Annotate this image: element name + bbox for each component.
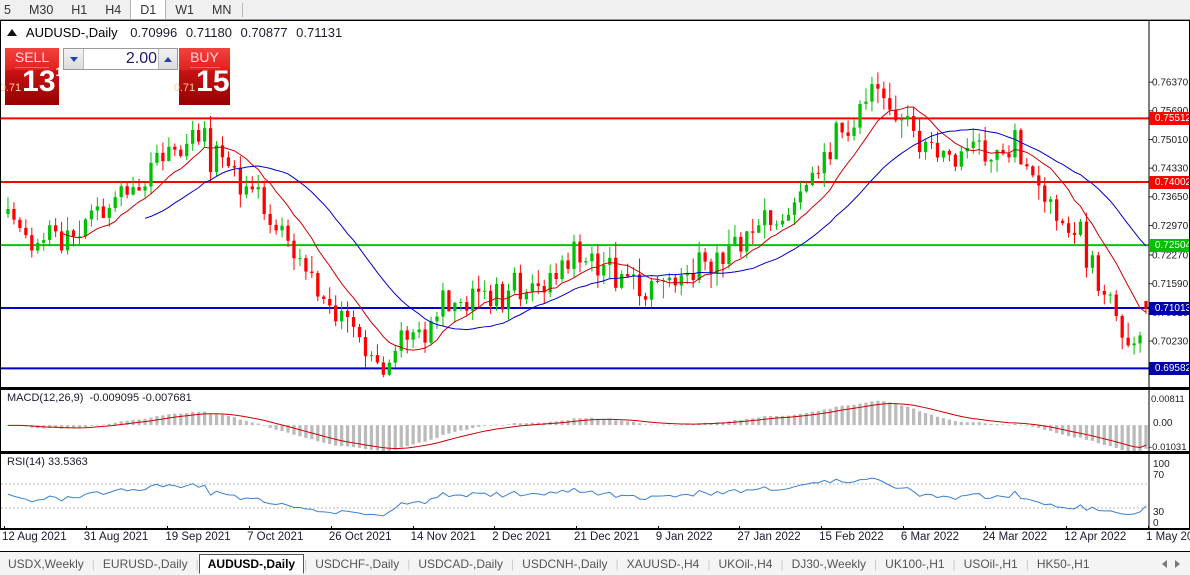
svg-text:0.00: 0.00 [1153,418,1173,429]
svg-text:0.00811: 0.00811 [1151,394,1185,405]
svg-text:-0.01031: -0.01031 [1149,442,1187,453]
svg-text:70: 70 [1153,470,1165,481]
svg-text:100: 100 [1153,459,1170,470]
svg-text:0: 0 [1153,518,1159,529]
svg-text:30: 30 [1153,507,1165,518]
